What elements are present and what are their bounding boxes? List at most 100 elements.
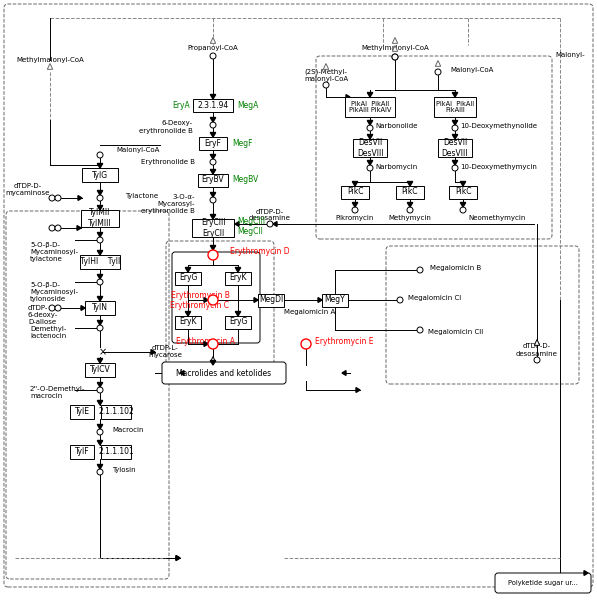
Text: Megalomicin CI: Megalomicin CI <box>408 295 461 301</box>
Text: EryK: EryK <box>179 317 197 326</box>
Polygon shape <box>97 190 103 195</box>
Circle shape <box>323 82 329 88</box>
Text: Malonyl-CoA: Malonyl-CoA <box>116 147 159 153</box>
FancyBboxPatch shape <box>175 315 201 329</box>
FancyBboxPatch shape <box>353 139 387 157</box>
Text: Macrocin: Macrocin <box>112 427 143 433</box>
Polygon shape <box>273 222 277 226</box>
Text: dTDP-D-
desosamine: dTDP-D- desosamine <box>249 208 291 222</box>
FancyBboxPatch shape <box>198 173 228 187</box>
FancyBboxPatch shape <box>199 137 227 149</box>
Polygon shape <box>204 341 208 346</box>
Text: 6-Deoxy-
erythronolide B: 6-Deoxy- erythronolide B <box>139 120 193 134</box>
Text: PikC: PikC <box>402 187 418 196</box>
Text: Erythronolide B: Erythronolide B <box>141 159 195 165</box>
FancyBboxPatch shape <box>449 185 477 199</box>
FancyBboxPatch shape <box>175 272 201 285</box>
Polygon shape <box>435 60 441 66</box>
Circle shape <box>208 339 218 349</box>
Polygon shape <box>185 267 190 272</box>
Polygon shape <box>210 95 216 99</box>
Circle shape <box>210 159 216 165</box>
Text: DesVII
DesVIII: DesVII DesVIII <box>357 138 383 158</box>
Circle shape <box>417 267 423 273</box>
Circle shape <box>97 429 103 435</box>
Text: 10-Deoxymethynolide: 10-Deoxymethynolide <box>460 123 537 129</box>
Polygon shape <box>210 117 216 122</box>
Text: Tylactone: Tylactone <box>125 193 158 199</box>
Circle shape <box>452 125 458 131</box>
FancyBboxPatch shape <box>80 255 120 269</box>
Circle shape <box>97 469 103 475</box>
Text: MegCIII: MegCIII <box>237 217 265 226</box>
Polygon shape <box>97 359 103 363</box>
FancyBboxPatch shape <box>85 363 115 377</box>
Polygon shape <box>97 205 103 210</box>
FancyBboxPatch shape <box>162 362 286 384</box>
Polygon shape <box>460 181 466 186</box>
Text: Methylmalonyl-CoA: Methylmalonyl-CoA <box>16 57 84 63</box>
Text: TylHI    TylI: TylHI TylI <box>80 258 120 267</box>
Text: 2.1.1.101: 2.1.1.101 <box>98 447 134 456</box>
Polygon shape <box>97 275 103 279</box>
FancyBboxPatch shape <box>70 405 94 419</box>
Text: EryCIII
EryCII: EryCIII EryCII <box>201 219 225 238</box>
FancyBboxPatch shape <box>101 405 131 419</box>
Text: 2.3.1.94: 2.3.1.94 <box>198 101 229 110</box>
Circle shape <box>534 357 540 363</box>
Polygon shape <box>97 400 103 405</box>
Polygon shape <box>352 202 358 207</box>
FancyBboxPatch shape <box>70 445 94 459</box>
Circle shape <box>208 295 218 305</box>
Text: DesVII
DesVIII: DesVII DesVIII <box>442 138 468 158</box>
Polygon shape <box>367 134 373 139</box>
Text: Neomethymycin: Neomethymycin <box>468 215 525 221</box>
Text: MegA: MegA <box>237 101 259 110</box>
Text: TylCV: TylCV <box>90 365 110 374</box>
Polygon shape <box>180 371 184 376</box>
Polygon shape <box>210 361 216 365</box>
Text: Megalomicin B: Megalomicin B <box>430 265 481 271</box>
Circle shape <box>97 195 103 201</box>
Polygon shape <box>47 63 53 69</box>
Polygon shape <box>176 556 180 560</box>
Text: (2S)-Methyl-
malonyl-CoA: (2S)-Methyl- malonyl-CoA <box>304 68 348 82</box>
Circle shape <box>97 325 103 331</box>
Text: dTDP-
6-deoxy-
D-allose: dTDP- 6-deoxy- D-allose <box>28 305 59 325</box>
Polygon shape <box>392 37 398 43</box>
Polygon shape <box>342 371 346 376</box>
Text: TylF: TylF <box>75 447 90 456</box>
Polygon shape <box>77 226 81 231</box>
FancyBboxPatch shape <box>345 97 395 117</box>
Text: Tylosin: Tylosin <box>112 467 136 473</box>
Circle shape <box>97 279 103 285</box>
Text: MegBV: MegBV <box>232 176 259 184</box>
Polygon shape <box>453 134 458 139</box>
Polygon shape <box>210 132 216 137</box>
Polygon shape <box>534 340 540 346</box>
FancyBboxPatch shape <box>85 301 115 315</box>
Polygon shape <box>235 267 241 272</box>
Text: 2''-O-Demethyl-
macrocin: 2''-O-Demethyl- macrocin <box>30 386 85 400</box>
FancyBboxPatch shape <box>341 185 369 199</box>
Text: Erythromycin C: Erythromycin C <box>171 300 229 309</box>
Polygon shape <box>210 193 216 197</box>
Polygon shape <box>97 382 103 387</box>
Polygon shape <box>453 93 458 97</box>
Text: Macrolides and ketolides: Macrolides and ketolides <box>177 368 272 377</box>
Text: PikAI  PikAII
PikAIII PikAIV: PikAI PikAII PikAIII PikAIV <box>349 101 391 114</box>
Text: TylE: TylE <box>75 408 90 417</box>
Text: MegCII: MegCII <box>237 226 263 235</box>
Circle shape <box>55 225 61 231</box>
Polygon shape <box>210 37 216 43</box>
Text: Erythromycin D: Erythromycin D <box>230 247 290 256</box>
FancyBboxPatch shape <box>434 97 476 117</box>
Circle shape <box>208 250 218 260</box>
Text: 10-Deoxymethymycin: 10-Deoxymethymycin <box>460 164 537 170</box>
Polygon shape <box>346 95 350 99</box>
Text: Malonyl-: Malonyl- <box>555 52 585 58</box>
Polygon shape <box>97 465 103 469</box>
FancyBboxPatch shape <box>495 573 591 593</box>
Polygon shape <box>97 441 103 445</box>
FancyBboxPatch shape <box>81 209 119 226</box>
